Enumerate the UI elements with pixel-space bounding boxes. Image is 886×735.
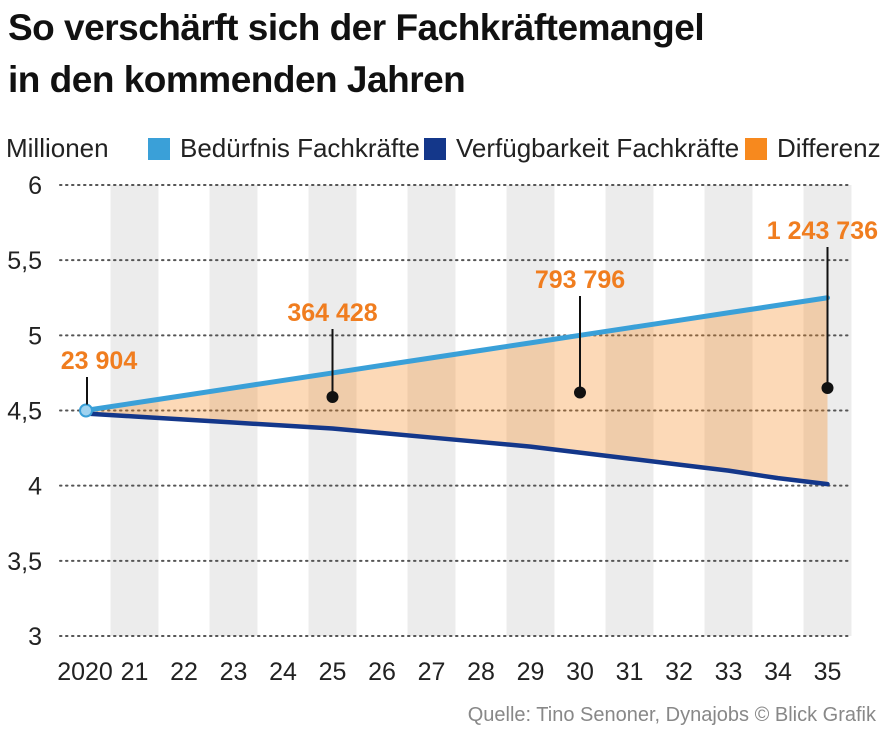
y-tick-label: 4,5 <box>7 398 42 426</box>
annotation-dot <box>326 390 339 403</box>
source-note: Quelle: Tino Senoner, Dynajobs © Blick G… <box>467 704 876 726</box>
y-tick-label: 3 <box>28 623 42 651</box>
legend-swatch-differenz <box>745 137 767 160</box>
y-tick-label: 3,5 <box>7 548 42 576</box>
title-line-1: So verschärft sich der Fachkräftemangel <box>8 7 705 48</box>
series-line-verfuegbarkeit <box>82 411 830 487</box>
x-tick-label: 28 <box>467 658 495 686</box>
difference-area <box>85 297 828 485</box>
difference-label: 364 428 <box>287 299 377 327</box>
x-tick-label: 2020 <box>57 658 113 686</box>
x-tick-label: 35 <box>814 658 842 686</box>
difference-label: 1 243 736 <box>767 217 878 245</box>
x-tick-label: 21 <box>121 658 149 686</box>
legend-item-beduerfnis: Bedürfnis Fachkräfte <box>148 133 420 164</box>
y-tick-label: 5,5 <box>7 247 42 275</box>
x-tick-label: 25 <box>319 658 347 686</box>
start-point-marker <box>79 403 93 418</box>
legend: Millionen Bedürfnis Fachkräfte Verfügbar… <box>0 128 886 168</box>
x-tick-label: 27 <box>418 658 446 686</box>
difference-label: 793 796 <box>535 266 625 294</box>
difference-label: 23 904 <box>61 347 138 375</box>
y-tick-label: 5 <box>28 322 42 350</box>
legend-item-differenz: Differenz <box>745 133 881 164</box>
annotation-dot <box>821 381 834 394</box>
legend-label-verfuegbarkeit: Verfügbarkeit Fachkräfte <box>456 133 740 163</box>
legend-swatch-verfuegbarkeit <box>424 137 446 160</box>
x-tick-label: 30 <box>566 658 594 686</box>
legend-label-beduerfnis: Bedürfnis Fachkräfte <box>180 133 420 163</box>
x-tick-label: 34 <box>764 658 792 686</box>
y-tick-label: 6 <box>28 172 42 200</box>
legend-label-differenz: Differenz <box>777 133 881 163</box>
x-tick-label: 26 <box>368 658 396 686</box>
series-line-beduerfnis <box>82 295 830 413</box>
chart-title: So verschärft sich der Fachkräftemangel … <box>8 2 878 106</box>
x-tick-label: 33 <box>715 658 743 686</box>
x-tick-label: 22 <box>170 658 198 686</box>
title-line-2: in den kommenden Jahren <box>8 59 466 100</box>
legend-swatch-beduerfnis <box>148 137 170 160</box>
x-tick-label: 24 <box>269 658 297 686</box>
annotation-dot <box>574 386 586 399</box>
x-tick-label: 32 <box>665 658 693 686</box>
legend-item-verfuegbarkeit: Verfügbarkeit Fachkräfte <box>424 133 739 164</box>
x-tick-label: 29 <box>517 658 545 686</box>
y-unit-label: Millionen <box>6 133 109 163</box>
x-tick-label: 31 <box>616 658 644 686</box>
x-tick-label: 23 <box>220 658 248 686</box>
y-tick-label: 4 <box>28 473 42 501</box>
